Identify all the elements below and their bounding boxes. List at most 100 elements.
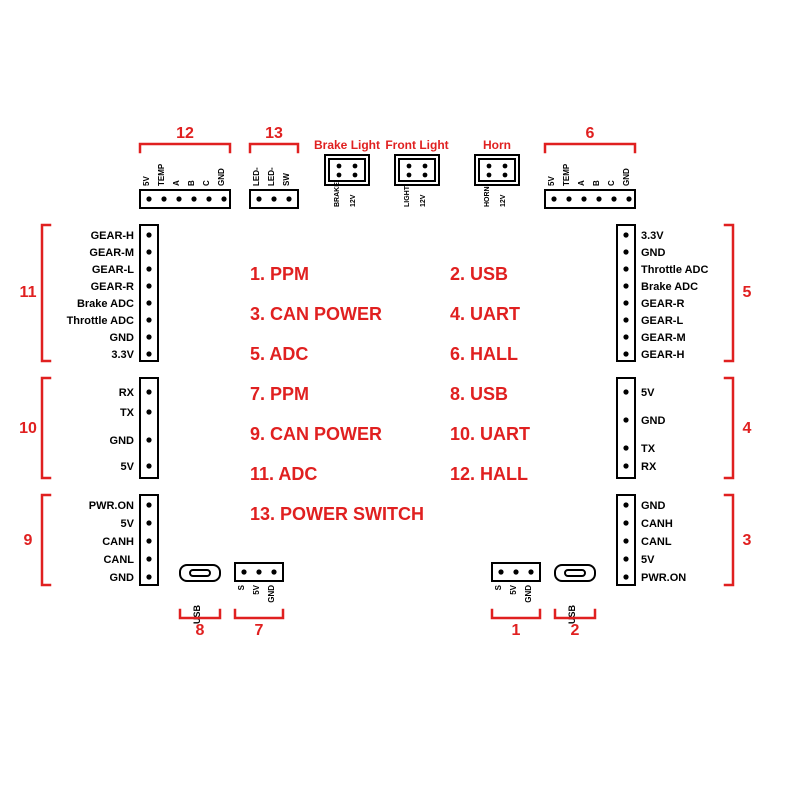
front-pin1: 12V — [420, 194, 427, 207]
c3-pin4: PWR.ON — [641, 572, 686, 584]
connector-13: LED- LED- SW 13 — [250, 125, 298, 208]
legend-t1: PPM — [270, 264, 309, 284]
front-pin0: LIGHT- — [404, 183, 411, 207]
connector-horn: HORN- 12V Horn — [475, 138, 519, 207]
c7-pin2: GND — [267, 585, 276, 603]
c10-pin0: RX — [119, 387, 135, 399]
brake-pin1: 12V — [350, 194, 357, 207]
c2-num: 2 — [571, 622, 580, 639]
connector-1: S 5V GND 1 — [492, 563, 540, 639]
brake-pin0: BRAKE- — [334, 179, 341, 207]
c12-pin3: B — [187, 180, 196, 186]
c12-pin4: C — [202, 180, 211, 186]
legend-n5: 5. — [250, 344, 265, 364]
legend-t12: HALL — [480, 464, 528, 484]
legend-t7: PPM — [270, 384, 309, 404]
c4-num: 4 — [743, 420, 752, 437]
c6-pin0: 5V — [547, 176, 556, 186]
c5-num: 5 — [743, 284, 752, 301]
legend-t6: HALL — [470, 344, 518, 364]
c9-pin4: GND — [110, 572, 135, 584]
c6-num: 6 — [586, 125, 595, 142]
pinout-diagram: 1. PPM 2. USB 3. CAN POWER 4. UART 5. AD… — [0, 0, 800, 800]
connector-brake-light: BRAKE- 12V Brake Light — [314, 138, 380, 207]
legend-t5: ADC — [269, 344, 308, 364]
c11-pin3: GEAR-R — [91, 281, 134, 293]
c3-pin0: GND — [641, 500, 666, 512]
legend-t9: CAN POWER — [270, 424, 382, 444]
brake-title: Brake Light — [314, 138, 380, 152]
c5-pin2: Throttle ADC — [641, 264, 708, 276]
c13-num: 13 — [265, 125, 283, 142]
c5-pin5: GEAR-L — [641, 315, 683, 327]
c13-pin2: SW — [282, 173, 291, 186]
c10-pin2: GND — [110, 435, 135, 447]
legend-n13: 13. — [250, 504, 275, 524]
c9-pin3: CANL — [103, 554, 134, 566]
svg-text:2. USB: 2. USB — [450, 264, 508, 284]
connector-7: S 5V GND 7 — [235, 563, 283, 639]
legend-n10: 10. — [450, 424, 475, 444]
c4-pin2: TX — [641, 443, 656, 455]
c1-pin0: S — [494, 584, 503, 590]
c12-pin5: GND — [217, 168, 226, 186]
connector-2-usb: USB 2 — [555, 565, 595, 639]
c6-pin4: C — [607, 180, 616, 186]
c9-num: 9 — [24, 532, 33, 549]
legend-t8: USB — [470, 384, 508, 404]
svg-text:1. PPM: 1. PPM — [250, 264, 309, 284]
svg-text:6. HALL: 6. HALL — [450, 344, 518, 364]
legend-n3: 3. — [250, 304, 265, 324]
front-title: Front Light — [385, 138, 448, 152]
connector-10: RX TX GND 5V 10 — [19, 378, 158, 478]
c10-pin1: TX — [120, 407, 135, 419]
legend-n1: 1. — [250, 264, 265, 284]
legend-t13: POWER SWITCH — [280, 504, 424, 524]
horn-pin1: 12V — [500, 194, 507, 207]
c1-pin1: 5V — [509, 584, 518, 594]
horn-title: Horn — [483, 138, 511, 152]
legend-n9: 9. — [250, 424, 265, 444]
legend-n4: 4. — [450, 304, 465, 324]
c1-pin2: GND — [524, 585, 533, 603]
svg-text:4. UART: 4. UART — [450, 304, 520, 324]
c10-pin3: 5V — [121, 461, 135, 473]
svg-text:11. ADC: 11. ADC — [250, 464, 317, 484]
c11-num: 11 — [20, 284, 37, 301]
svg-text:10. UART: 10. UART — [450, 424, 530, 444]
c6-pin5: GND — [622, 168, 631, 186]
c5-pin3: Brake ADC — [641, 281, 698, 293]
c5-pin1: GND — [641, 247, 666, 259]
c7-pin1: 5V — [252, 584, 261, 594]
svg-text:8. USB: 8. USB — [450, 384, 508, 404]
svg-text:12. HALL: 12. HALL — [450, 464, 528, 484]
legend-t4: UART — [470, 304, 520, 324]
c11-pin0: GEAR-H — [91, 230, 134, 242]
svg-text:3. CAN POWER: 3. CAN POWER — [250, 304, 382, 324]
c5-pin0: 3.3V — [641, 230, 664, 242]
connector-4: 5V GND TX RX 4 — [617, 378, 752, 478]
c4-pin3: RX — [641, 461, 657, 473]
svg-text:9. CAN POWER: 9. CAN POWER — [250, 424, 382, 444]
connector-5: 3.3V GND Throttle ADC Brake ADC GEAR-R G… — [617, 225, 752, 361]
c13-pin0: LED- — [252, 167, 261, 186]
c11-pin2: GEAR-L — [92, 264, 134, 276]
connector-8-usb: USB 8 — [180, 565, 220, 639]
c5-pin6: GEAR-M — [641, 332, 686, 344]
connector-3: GND CANH CANL 5V PWR.ON 3 — [617, 495, 752, 585]
c11-pin1: GEAR-M — [89, 247, 134, 259]
c4-pin1: GND — [641, 415, 666, 427]
c5-pin4: GEAR-R — [641, 298, 684, 310]
c11-pin6: GND — [110, 332, 135, 344]
c9-pin1: 5V — [121, 518, 135, 530]
connector-front-light: LIGHT- 12V Front Light — [385, 138, 448, 207]
svg-text:7. PPM: 7. PPM — [250, 384, 309, 404]
c4-pin0: 5V — [641, 387, 655, 399]
legend-t3: CAN POWER — [270, 304, 382, 324]
c11-pin7: 3.3V — [111, 349, 134, 361]
c6-pin3: B — [592, 180, 601, 186]
legend-n12: 12. — [450, 464, 475, 484]
c3-pin2: CANL — [641, 536, 672, 548]
legend: 1. PPM 2. USB 3. CAN POWER 4. UART 5. AD… — [250, 264, 530, 524]
c12-pin1: TEMP — [157, 163, 166, 186]
